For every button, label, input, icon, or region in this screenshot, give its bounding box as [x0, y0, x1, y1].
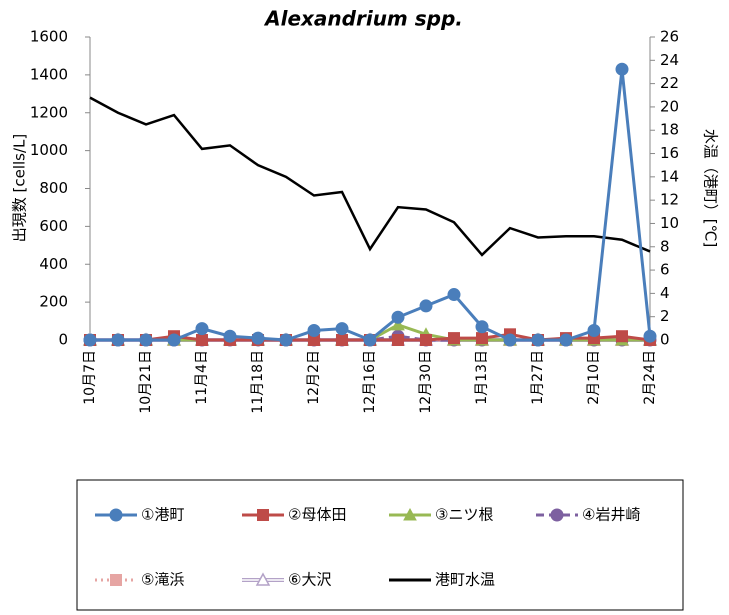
legend-box — [76, 479, 684, 611]
legend-item: ⑤滝浜 — [95, 571, 184, 589]
marker — [223, 329, 237, 343]
marker — [336, 334, 348, 346]
y-tick-label: 200 — [39, 293, 68, 311]
marker — [255, 572, 271, 586]
marker — [447, 288, 461, 302]
marker — [167, 333, 181, 347]
legend-item: ①港町 — [95, 506, 184, 524]
y2-tick-label: 4 — [660, 284, 670, 302]
y2-tick-label: 14 — [660, 167, 679, 185]
y2-tick-label: 16 — [660, 144, 679, 162]
x-tick-label: 1月13日 — [474, 350, 490, 405]
marker — [251, 331, 265, 345]
y2-tick-label: 10 — [660, 214, 679, 232]
marker — [616, 330, 628, 343]
y-tick-label: 1000 — [30, 141, 68, 159]
x-tick-label: 10月7日 — [82, 350, 98, 405]
marker — [111, 333, 125, 347]
y2-tick-label: 18 — [660, 121, 679, 139]
marker — [503, 333, 517, 347]
legend-label: ⑥大沢 — [288, 571, 331, 589]
marker — [139, 333, 153, 347]
marker — [109, 508, 123, 522]
marker — [335, 322, 349, 336]
series-line — [89, 96, 651, 257]
marker — [643, 329, 657, 343]
marker — [448, 332, 460, 345]
series-line — [90, 69, 652, 342]
y2-tick-label: 24 — [660, 51, 679, 69]
marker — [257, 509, 269, 521]
marker — [587, 324, 601, 338]
x-tick-label: 2月24日 — [642, 350, 658, 405]
y-tick-label: 800 — [39, 179, 68, 197]
marker — [420, 334, 432, 346]
y-tick-label: 1200 — [30, 103, 68, 121]
legend-item: ③ニツ根 — [389, 506, 493, 524]
marker — [476, 332, 488, 345]
y2-axis-title: 水温（港町）[℃] — [702, 129, 720, 248]
marker — [559, 333, 573, 347]
y2-tick-label: 22 — [660, 74, 679, 92]
legend-item: ⑥大沢 — [242, 571, 331, 589]
y2-tick-label: 8 — [660, 237, 670, 255]
x-tick-label: 11月4日 — [194, 350, 210, 405]
y2-tick-label: 12 — [660, 191, 679, 209]
legend-label: 港町水温 — [435, 571, 495, 589]
x-tick-label: 1月27日 — [530, 350, 546, 405]
legend-label: ③ニツ根 — [435, 506, 493, 524]
legend-item: 港町水温 — [389, 571, 495, 589]
marker — [83, 333, 97, 347]
y-axis-title: 出現数 [cells/L] — [11, 134, 29, 243]
legend-label: ⑤滝浜 — [141, 571, 184, 589]
legend-label: ④岩井崎 — [582, 506, 640, 524]
marker — [531, 333, 545, 347]
y2-tick-label: 20 — [660, 97, 679, 115]
marker — [392, 334, 404, 346]
y-tick-label: 1400 — [30, 65, 68, 83]
x-tick-label: 10月21日 — [138, 350, 154, 414]
legend-label: ①港町 — [141, 506, 184, 524]
y2-tick-label: 6 — [660, 261, 670, 279]
x-tick-label: 12月16日 — [362, 350, 378, 414]
y-tick-label: 600 — [39, 217, 68, 235]
marker — [475, 320, 489, 334]
y-tick-label: 1600 — [30, 28, 68, 46]
x-tick-label: 11月18日 — [250, 350, 266, 414]
marker — [307, 324, 321, 338]
marker — [363, 333, 377, 347]
y2-tick-label: 2 — [660, 307, 670, 325]
marker — [279, 333, 293, 347]
marker — [196, 334, 208, 346]
x-tick-label: 12月2日 — [306, 350, 322, 405]
x-tick-label: 12月30日 — [418, 350, 434, 414]
legend-label: ②母体田 — [288, 506, 346, 524]
chart-title: Alexandrium spp. — [263, 7, 463, 31]
marker — [110, 574, 122, 586]
x-tick-label: 2月10日 — [586, 350, 602, 405]
marker — [615, 62, 629, 76]
y-tick-label: 0 — [58, 331, 68, 349]
marker — [403, 507, 417, 521]
legend-item: ②母体田 — [242, 506, 346, 524]
marker — [550, 508, 564, 522]
marker — [391, 317, 405, 331]
marker — [391, 310, 405, 324]
y-tick-label: 400 — [39, 255, 68, 273]
marker — [419, 299, 433, 313]
y2-tick-label: 0 — [660, 331, 670, 349]
y2-tick-label: 26 — [660, 28, 679, 46]
marker — [195, 322, 209, 336]
legend-item: ④岩井崎 — [536, 506, 640, 524]
